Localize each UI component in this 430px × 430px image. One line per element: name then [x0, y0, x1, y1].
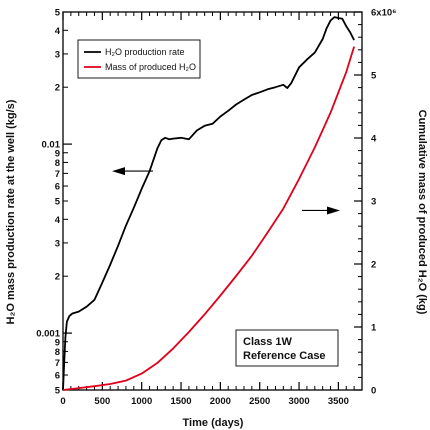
left-minor-tick-label: 7 — [55, 358, 60, 369]
left-minor-tick-label: 2 — [55, 272, 60, 283]
left-minor-tick-label: 5 — [55, 197, 61, 208]
right-arrow-head — [327, 206, 340, 215]
right-tick-label: 4 — [371, 134, 377, 145]
left-minor-tick-label: 9 — [55, 337, 60, 348]
right-tick-label: 1 — [371, 323, 377, 334]
annotation-line-2: Reference Case — [243, 350, 326, 362]
left-minor-tick-label: 7 — [55, 169, 60, 180]
x-tick-label: 2500 — [249, 396, 270, 407]
y-axis-left-title: H₂O mass production rate at the well (kg… — [5, 99, 17, 324]
legend-box — [77, 39, 201, 79]
right-tick-label: 5 — [371, 71, 377, 82]
left-arrow-head — [112, 167, 125, 176]
right-axis-ticks: 0 1 2 3 4 5 6x10⁶ — [354, 8, 397, 397]
annotation-box — [235, 329, 339, 367]
x-tick-label: 3000 — [288, 396, 309, 407]
right-tick-label: 0 — [371, 386, 376, 397]
right-tick-label: 2 — [371, 260, 376, 271]
left-minor-tick-label: 2 — [55, 83, 60, 94]
left-minor-tick-label: 5 — [55, 8, 61, 19]
annotation: Class 1W Reference Case — [235, 329, 339, 367]
left-minor-tick-label: 5 — [55, 386, 61, 397]
right-tick-label: 6x10⁶ — [371, 8, 397, 19]
left-tick-label: 0.01 — [42, 140, 61, 151]
x-tick-label: 2000 — [210, 396, 231, 407]
series-line-1 — [62, 16, 355, 391]
left-tick-label: 0.001 — [36, 329, 60, 340]
left-minor-tick-label: 3 — [55, 49, 60, 60]
legend-label-1: H₂O production rate — [105, 47, 185, 57]
x-tick-label: 500 — [94, 396, 110, 407]
x-tick-label: 1000 — [131, 396, 152, 407]
y-axis-right-title: Cumulative mass of produced H₂O (kg) — [416, 110, 428, 315]
legend: H₂O production rate Mass of produced H₂O — [77, 39, 201, 79]
arrows — [112, 167, 340, 215]
left-minor-tick-label: 6 — [55, 371, 60, 382]
x-tick-label: 0 — [60, 396, 65, 407]
left-minor-tick-label: 4 — [55, 26, 61, 37]
left-minor-tick-label: 3 — [55, 238, 60, 249]
annotation-line-1: Class 1W — [243, 336, 293, 348]
x-tick-label: 3500 — [328, 396, 349, 407]
x-tick-label: 1500 — [170, 396, 191, 407]
right-tick-label: 3 — [371, 197, 376, 208]
legend-label-2: Mass of produced H₂O — [105, 62, 196, 72]
left-minor-tick-label: 4 — [55, 215, 61, 226]
series-line-2 — [62, 46, 355, 391]
left-minor-tick-label: 8 — [55, 158, 60, 169]
x-axis-ticks: 0 500 1000 1500 2000 2500 3000 3500 — [60, 12, 355, 407]
left-minor-tick-label: 8 — [55, 347, 60, 358]
x-axis-title: Time (days) — [183, 417, 244, 429]
left-minor-tick-label: 9 — [55, 148, 60, 159]
series-layer — [62, 16, 355, 391]
left-minor-tick-label: 6 — [55, 182, 60, 193]
